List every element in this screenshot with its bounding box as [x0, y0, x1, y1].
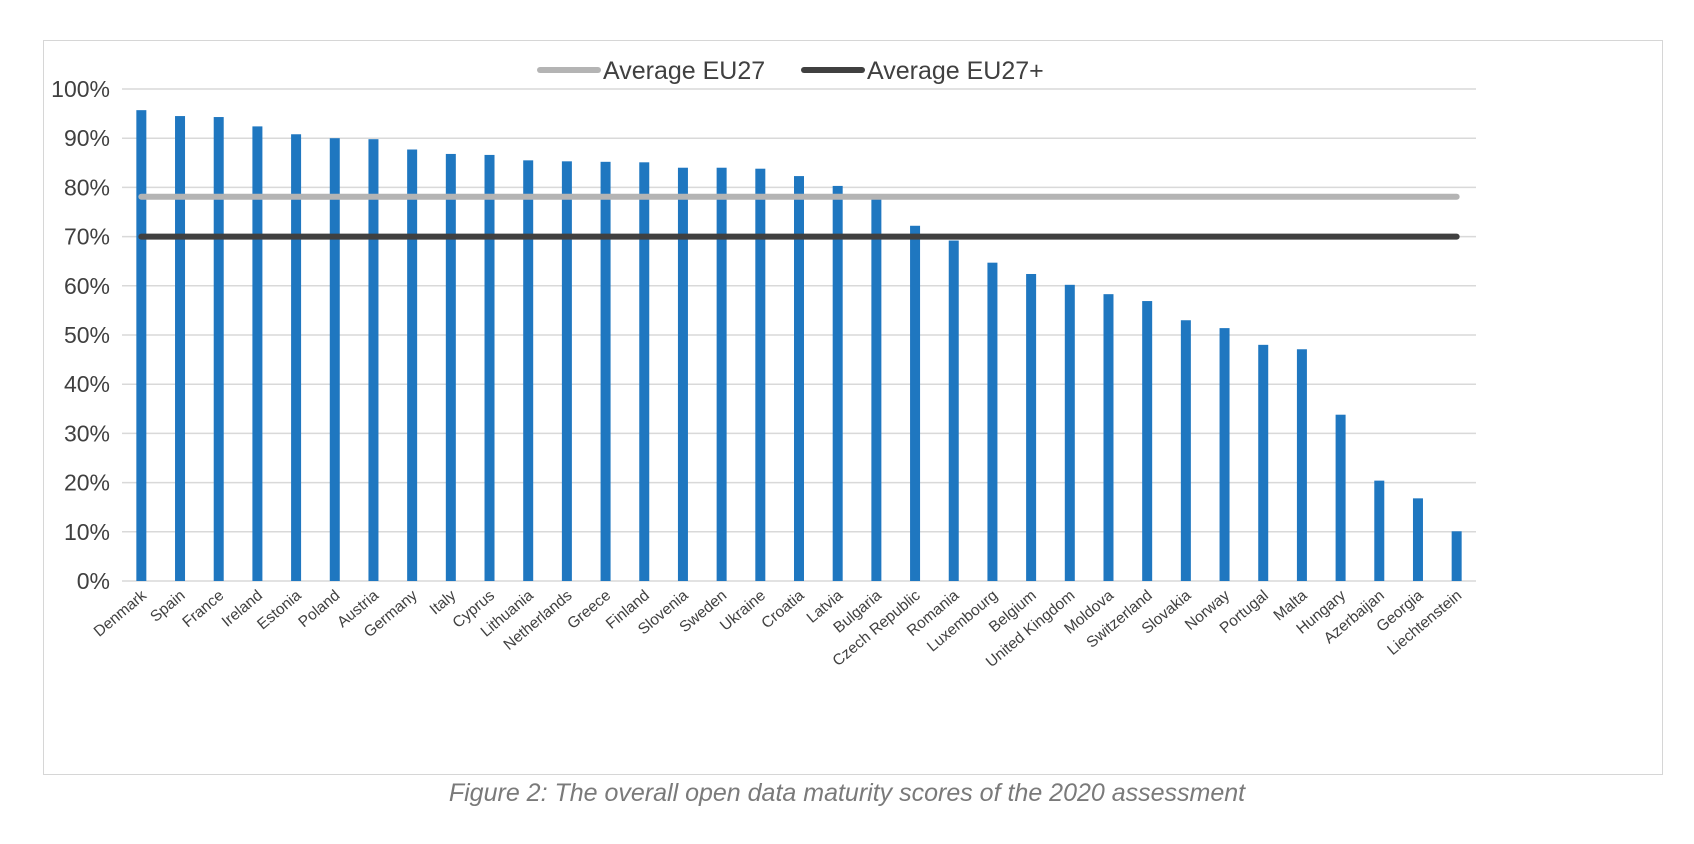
- y-tick-label: 40%: [64, 371, 110, 397]
- bar: [794, 176, 804, 582]
- bar: [1412, 498, 1423, 581]
- x-tick-label: Greece: [564, 587, 614, 633]
- x-tick-label: Croatia: [758, 587, 807, 632]
- bar: [1335, 414, 1346, 581]
- bar: [832, 185, 843, 581]
- bar: [1180, 320, 1191, 581]
- bar: [484, 154, 495, 581]
- bar: [1374, 480, 1385, 581]
- legend-eu27plus-label: Average EU27+: [867, 57, 1044, 85]
- bar: [213, 117, 224, 581]
- bar: [445, 153, 456, 581]
- x-tick-label: Denmark: [91, 587, 150, 641]
- legend-eu27-label: Average EU27: [603, 57, 765, 85]
- bars: [136, 110, 1462, 582]
- bar: [1064, 284, 1075, 581]
- bar: [291, 134, 302, 581]
- y-tick-label: 10%: [64, 519, 110, 545]
- y-axis-ticks: 0% 10% 20% 30% 40% 50% 60% 70% 80% 90% 100%: [51, 76, 110, 594]
- bar: [561, 161, 572, 581]
- bar: [948, 240, 959, 581]
- bar: [252, 126, 263, 581]
- bar: [677, 167, 688, 581]
- bar: [1296, 349, 1307, 581]
- legend: Average EU27 Average EU27+: [537, 57, 1044, 85]
- y-tick-label: 0%: [77, 568, 110, 594]
- page-title: [0, 0, 1694, 26]
- average-lines: [138, 193, 1460, 240]
- bar: [639, 162, 650, 582]
- bar: [368, 139, 379, 581]
- bar: [755, 168, 766, 581]
- y-tick-label: 50%: [64, 322, 110, 348]
- bar: [600, 161, 611, 581]
- x-axis-ticks: DenmarkSpainFranceIrelandEstoniaPolandAu…: [91, 587, 1465, 671]
- y-tick-label: 90%: [64, 125, 110, 151]
- x-tick-label: Poland: [295, 587, 343, 631]
- bar: [1103, 294, 1114, 581]
- bar: [329, 138, 340, 581]
- bar: [523, 160, 534, 581]
- bar-chart: 0% 10% 20% 30% 40% 50% 60% 70% 80% 90% 100% Denmar…: [51, 57, 1476, 671]
- x-tick-label: France: [179, 587, 227, 631]
- bar: [407, 149, 418, 581]
- chart-frame: 0% 10% 20% 30% 40% 50% 60% 70% 80% 90% 100% Denmar…: [43, 40, 1663, 775]
- figure-caption: Figure 2: The overall open data maturity…: [448, 779, 1246, 807]
- bar: [987, 262, 998, 581]
- y-tick-label: 20%: [64, 470, 110, 496]
- bar: [1142, 301, 1153, 581]
- y-tick-label: 100%: [51, 76, 110, 102]
- bar: [1026, 273, 1037, 581]
- bar: [136, 110, 147, 581]
- bar: [716, 167, 727, 581]
- bar: [1219, 328, 1230, 581]
- bar: [871, 195, 882, 581]
- bar: [1258, 344, 1269, 581]
- y-tick-label: 70%: [64, 224, 110, 250]
- y-tick-label: 60%: [64, 273, 110, 299]
- x-tick-label: Estonia: [254, 587, 305, 633]
- bar: [175, 116, 186, 581]
- bar: [1451, 531, 1462, 581]
- bar: [910, 225, 921, 581]
- y-tick-label: 30%: [64, 420, 110, 446]
- y-tick-label: 80%: [64, 174, 110, 200]
